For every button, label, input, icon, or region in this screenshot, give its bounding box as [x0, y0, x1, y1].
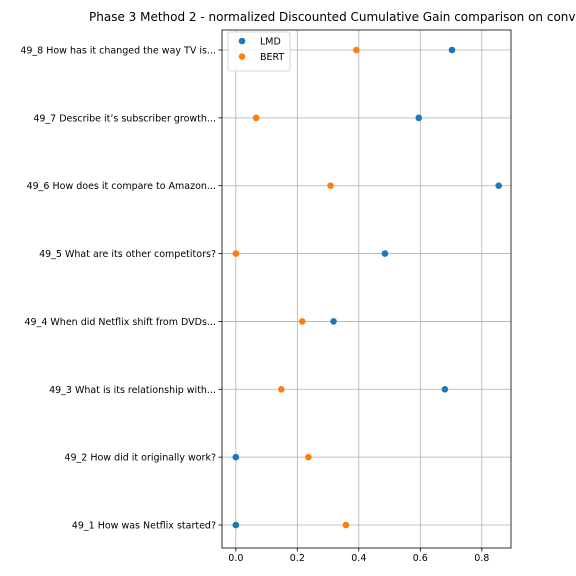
legend-marker-lmd	[238, 37, 246, 45]
legend: LMD BERT	[227, 31, 291, 72]
y-tick-label: 49_3 What is its relationship with...	[49, 385, 216, 396]
chart-title: Phase 3 Method 2 - normalized Discounted…	[89, 10, 576, 24]
point-lmd	[330, 318, 337, 325]
x-tick-label: 0.4	[351, 553, 366, 564]
point-lmd	[232, 453, 240, 461]
x-tick-label: 0.6	[413, 553, 428, 564]
point-bert	[327, 182, 334, 190]
plot-area-frame	[221, 29, 512, 549]
point-lmd	[495, 182, 503, 190]
y-tick-label: 49_6 How does it compare to Amazon...	[27, 181, 216, 192]
x-axis: 0.0 0.2 0.4 0.6 0.8	[228, 548, 489, 564]
y-axis: 49_1 How was Netflix started? 49_2 How di…	[20, 46, 222, 532]
point-bert	[298, 318, 306, 325]
y-tick-label: 49_5 What are its other competitors?	[39, 249, 216, 260]
point-bert	[252, 114, 260, 122]
point-lmd	[441, 385, 449, 393]
point-bert	[232, 250, 240, 257]
point-bert	[305, 453, 312, 461]
y-tick-label: 49_4 When did Netflix shift from DVDs...	[25, 317, 217, 328]
x-tick-label: 0.2	[290, 553, 305, 564]
y-tick-label: 49_1 How was Netflix started?	[72, 521, 216, 532]
point-bert	[353, 46, 360, 54]
data-points	[232, 46, 503, 529]
y-tick-label: 49_7 Describe it’s subscriber growth...	[33, 113, 216, 124]
point-lmd	[448, 46, 456, 54]
legend-label-bert: BERT	[260, 52, 284, 63]
point-bert	[342, 521, 350, 529]
y-tick-label: 49_2 How did it originally work?	[64, 453, 216, 464]
legend-marker-bert	[238, 53, 246, 60]
point-lmd	[232, 521, 240, 529]
legend-label-lmd: LMD	[260, 37, 281, 48]
y-tick-label: 49_8 How has it changed the way TV is...	[20, 46, 216, 57]
point-bert	[278, 385, 285, 393]
x-tick-label: 0.0	[228, 553, 243, 564]
x-tick-label: 0.8	[474, 553, 489, 564]
point-lmd	[415, 114, 423, 122]
point-lmd	[381, 250, 389, 257]
grid-lines	[222, 30, 511, 548]
